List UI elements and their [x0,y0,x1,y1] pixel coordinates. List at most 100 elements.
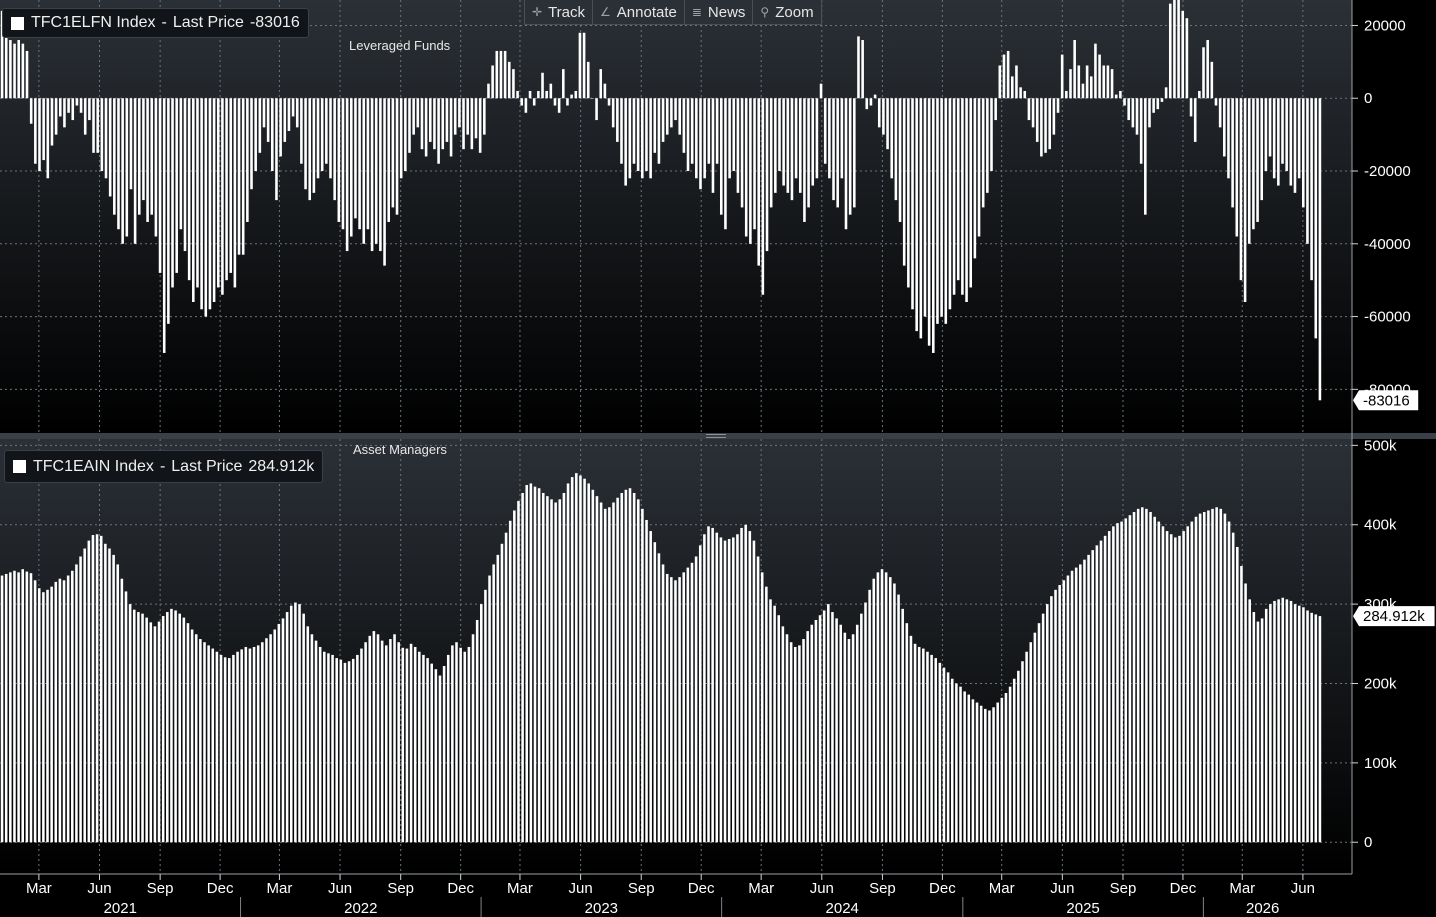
bottom-bar [1107,531,1111,843]
bottom-bar [108,548,111,843]
top-bar [370,98,374,252]
bottom-legend[interactable]: TFC1EAIN Index - Last Price 284.912k [4,450,324,483]
track-button[interactable]: ✛ Track [525,0,594,24]
top-legend[interactable]: TFC1ELFN Index - Last Price -83016 [2,8,309,38]
bottom-bar [298,604,301,843]
top-bar [512,69,515,99]
top-bar [1293,98,1297,193]
asset-managers-panel[interactable] [0,439,1352,874]
zoom-button[interactable]: ⚲ Zoom [753,0,820,24]
top-bar [707,98,711,164]
top-bar [782,98,785,186]
top-bar [1318,98,1322,401]
top-bar [379,98,382,252]
bottom-bar [541,492,545,843]
bottom-bar [1050,596,1053,843]
top-bar [154,98,158,237]
bottom-bar [950,678,954,843]
bottom-bar [331,654,334,843]
top-bar [1214,98,1218,106]
splitter-grip-icon[interactable] [706,434,726,435]
bottom-bar [946,672,950,843]
bottom-bar [698,545,702,843]
top-bar [882,98,885,135]
bottom-bar [855,624,859,843]
panel-splitter[interactable] [0,433,1436,439]
bottom-bar [1025,651,1028,843]
bottom-bar [736,534,739,843]
top-panel-title: Leveraged Funds [349,38,451,53]
bottom-bar [1004,693,1008,843]
bottom-bar [533,486,537,843]
top-bar [599,69,603,99]
top-bar [528,90,532,99]
top-bar [611,98,615,128]
top-bar [34,98,37,164]
top-bar [570,94,573,99]
top-bar [312,98,316,193]
bottom-bar [1169,534,1173,843]
top-bar [229,98,233,273]
top-bar [300,98,303,164]
splitter-grip-icon[interactable] [706,437,726,438]
leveraged-funds-panel[interactable] [0,0,1352,433]
zoom-label: Zoom [775,3,814,21]
bottom-bar [492,564,495,843]
top-bar [774,98,777,193]
bottom-bar [37,588,41,843]
bottom-bar [29,573,33,843]
bottom-bar [475,619,479,843]
bottom-bar [1165,531,1169,843]
x-axis[interactable]: Mar Jun Sep Dec Mar Jun Sep Dec Mar Jun Sep Dec Mar J… [26,874,1315,917]
top-bar [391,98,395,208]
bottom-bar [1248,599,1251,843]
top-bar [1044,98,1047,153]
bottom-bar [368,635,372,843]
top-bar [1306,98,1309,244]
bottom-bar [810,624,814,843]
top-bar [620,98,623,164]
top-bar [1027,98,1031,121]
top-bar [83,98,87,135]
top-bar [25,50,29,99]
top-bars [0,0,1322,401]
top-bar [142,98,145,201]
bottom-bar [137,612,140,843]
top-bar [645,98,648,172]
top-bar [1002,54,1006,99]
annotate-button[interactable]: ∠ Annotate [593,0,685,24]
top-bar [341,98,345,230]
top-bar [678,98,681,135]
last-value-badge: 284.912k [1353,606,1435,627]
top-bar [765,98,769,252]
bottom-bar [603,508,607,843]
top-bar [395,98,399,215]
bottom-bar [1124,518,1128,843]
top-bar [823,98,827,164]
top-bar [221,98,224,295]
top-bar [1189,98,1193,117]
bottom-bar [99,535,103,843]
top-bar [71,98,75,121]
top-bar [1268,98,1272,157]
bottom-bar [265,638,268,843]
top-bar [591,98,594,99]
bottom-bar [876,572,880,843]
bottom-bar [310,634,314,843]
top-bar [932,98,935,353]
bottom-bar [1145,508,1148,843]
top-bar [495,50,499,99]
top-bar [690,98,694,164]
top-bar [113,98,116,215]
bottom-bar [1074,567,1078,843]
x-month-label: Sep [628,880,655,897]
bottom-bar [992,707,995,843]
top-bar [1110,69,1114,99]
top-bar [636,98,640,172]
news-button[interactable]: ≣ News [685,0,754,24]
top-bar [757,98,760,266]
bottom-bar [413,646,417,843]
bottom-bar [938,662,942,843]
